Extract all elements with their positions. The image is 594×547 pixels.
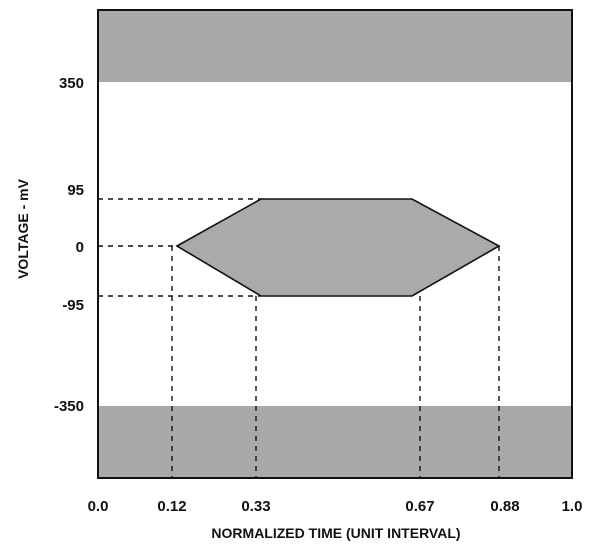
x-tick-label: 0.33 bbox=[241, 498, 270, 515]
y-tick-label: 0 bbox=[76, 239, 84, 256]
lower-forbidden-region bbox=[98, 406, 572, 478]
dashed-guide-lines bbox=[98, 198, 500, 478]
y-tick-labels: 350 95 0 -95 -350 bbox=[54, 75, 84, 415]
y-tick-label: 350 bbox=[59, 75, 84, 92]
plot-frame bbox=[97, 9, 573, 479]
x-tick-label: 0.88 bbox=[490, 498, 519, 515]
y-tick-label: 95 bbox=[67, 182, 84, 199]
upper-forbidden-region bbox=[98, 10, 572, 82]
x-tick-label: 0.67 bbox=[405, 498, 434, 515]
eye-mask-hexagon bbox=[175, 198, 501, 297]
y-axis-title: VOLTAGE - mV bbox=[15, 178, 31, 278]
x-tick-label: 1.0 bbox=[562, 498, 583, 515]
y-tick-label: -95 bbox=[62, 297, 84, 314]
x-tick-label: 0.12 bbox=[157, 498, 186, 515]
y-tick-label: -350 bbox=[54, 398, 84, 415]
x-tick-labels: 0.0 0.12 0.33 0.67 0.88 1.0 bbox=[88, 498, 583, 515]
x-axis-title: NORMALIZED TIME (UNIT INTERVAL) bbox=[211, 525, 460, 541]
x-tick-label: 0.0 bbox=[88, 498, 109, 515]
